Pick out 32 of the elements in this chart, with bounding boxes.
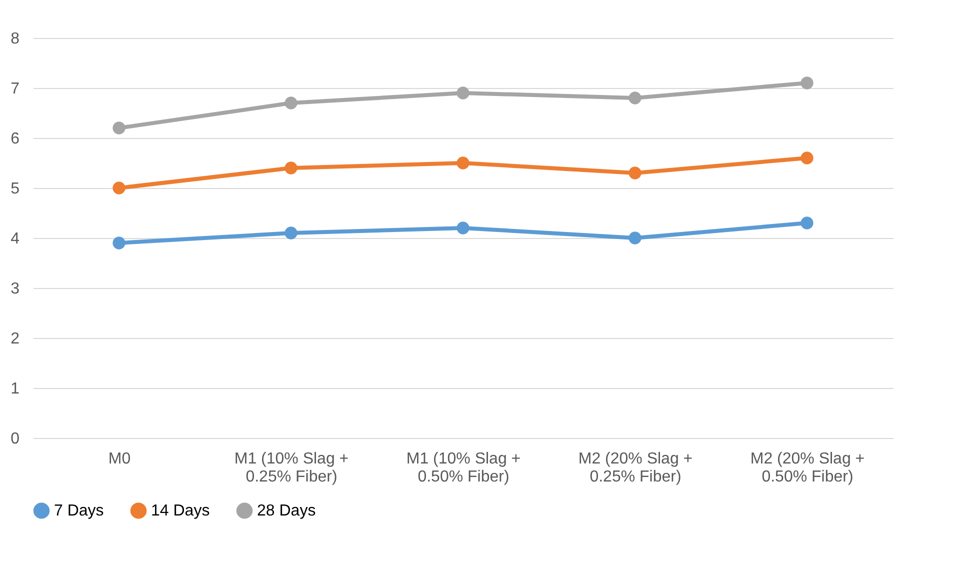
- point: [284, 226, 298, 240]
- point: [112, 182, 126, 194]
- legend-label: 28 Days: [257, 502, 316, 520]
- x-tick-label: M1 (10% Slag + 0.25% Fiber): [234, 450, 349, 486]
- point: [800, 216, 814, 230]
- y-tick-label: 4: [10, 230, 20, 248]
- point: [456, 156, 470, 170]
- x-tick-label: M0: [108, 450, 131, 468]
- point: [628, 232, 642, 244]
- point: [456, 86, 470, 100]
- x-tick-label: M1 (10% Slag + 0.50% Fiber): [406, 450, 521, 486]
- y-tick-label: 5: [10, 180, 20, 198]
- y-tick-label: 3: [10, 280, 20, 298]
- y-tick-label: 6: [10, 130, 20, 148]
- point: [800, 152, 814, 164]
- x-tick-label: M2 (20% Slag + 0.25% Fiber): [578, 450, 693, 486]
- y-tick-label: 7: [10, 80, 20, 98]
- y-tick-label: 8: [10, 30, 20, 48]
- point: [628, 166, 642, 180]
- point: [284, 162, 298, 174]
- legend-label: 14 Days: [151, 502, 210, 520]
- point: [284, 96, 298, 110]
- point: [456, 222, 470, 234]
- point: [112, 236, 126, 250]
- point: [800, 76, 814, 90]
- y-tick-label: 2: [10, 330, 20, 348]
- x-tick-label: M2 (20% Slag + 0.50% Fiber): [750, 450, 865, 486]
- y-tick-label: 0: [10, 430, 20, 448]
- point: [112, 122, 126, 134]
- legend-label: 7 Days: [54, 502, 104, 520]
- y-tick-label: 1: [10, 380, 20, 398]
- point: [628, 92, 642, 104]
